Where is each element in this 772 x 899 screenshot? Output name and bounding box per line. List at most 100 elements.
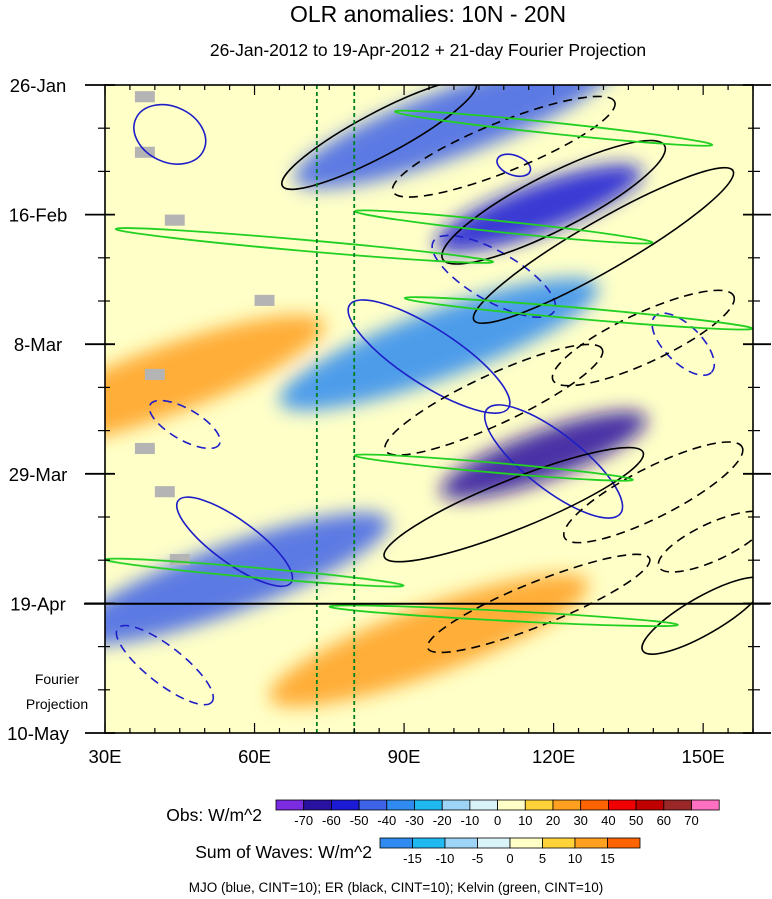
- kelvin-contour: [394, 109, 714, 147]
- obs-colorbar-level: -10: [461, 813, 480, 828]
- mjo-contour: [651, 312, 716, 377]
- obs-colorbar-level: 40: [601, 813, 615, 828]
- kelvin-contour: [114, 227, 494, 264]
- obs-colorbar-swatch: [635, 799, 665, 811]
- obs-colorbar-swatch: [524, 799, 554, 811]
- reference-lines: [315, 85, 356, 733]
- waves-colorbar-level: 15: [600, 851, 614, 866]
- obs-colorbar-level: -60: [322, 813, 341, 828]
- waves-colorbar-swatch: [477, 837, 511, 849]
- anomaly-feature: [440, 411, 648, 500]
- obs-colorbar-swatch: [358, 799, 388, 811]
- obs-colorbar-swatch: [663, 799, 692, 811]
- er-contour: [391, 95, 616, 198]
- mjo-contour: [496, 153, 532, 178]
- waves-colorbar: Sum of Waves: W/m^2 -15 -10 -5 0 5 10 15: [195, 837, 641, 866]
- obs-colorbar-level: 60: [657, 813, 671, 828]
- obs-colorbar-level: 70: [684, 813, 698, 828]
- er-contour: [384, 343, 604, 456]
- legend-caption: MJO (blue, CINT=10); ER (black, CINT=10)…: [189, 880, 604, 895]
- waves-colorbar-swatch: [412, 837, 446, 849]
- waves-colorbar-level: -15: [403, 851, 422, 866]
- obs-colorbar-level: -40: [377, 813, 396, 828]
- waves-colorbar-swatch: [379, 837, 413, 849]
- obs-colorbar-level: 10: [518, 813, 532, 828]
- waves-colorbar-level: 10: [568, 851, 582, 866]
- missing-data-cell: [144, 368, 165, 380]
- missing-data-cell: [154, 486, 175, 498]
- mjo-contour: [133, 103, 207, 165]
- obs-colorbar-level: 30: [573, 813, 587, 828]
- y-tick-label: 8-Mar: [14, 334, 62, 355]
- waves-colorbar-swatch: [607, 837, 641, 849]
- er-contour: [441, 139, 667, 265]
- x-tick-label: 30E: [89, 746, 122, 767]
- missing-data-cells: [134, 91, 275, 566]
- obs-colorbar-swatch: [469, 799, 498, 811]
- obs-colorbar-label: Obs: W/m^2: [166, 805, 262, 825]
- waves-colorbar-level: -10: [436, 851, 455, 866]
- y-tick-label: 16-Feb: [9, 205, 68, 226]
- plot-area: [105, 85, 753, 733]
- missing-data-cell: [164, 214, 185, 226]
- x-tick-label: 150E: [682, 746, 725, 767]
- obs-colorbar-swatch: [441, 799, 471, 811]
- waves-colorbar-level: -5: [472, 851, 484, 866]
- obs-colorbar-swatch: [275, 799, 305, 811]
- kelvin-contour: [353, 453, 634, 482]
- kelvin-contour: [328, 604, 679, 628]
- x-axis: 30E 60E 90E 120E 150E: [89, 85, 754, 767]
- obs-colorbar-swatch: [414, 799, 443, 811]
- obs-colorbar: Obs: W/m^2 -70 -60 -50 -40 -30 -20 -10 0 10 20 30 4…: [166, 799, 720, 828]
- obs-colorbar-swatch: [691, 799, 720, 811]
- mjo-contour: [148, 399, 221, 450]
- anomaly-feature: [105, 315, 325, 448]
- er-contour: [383, 446, 645, 563]
- waves-colorbar-swatch: [444, 837, 478, 849]
- mjo-contour: [175, 496, 294, 588]
- obs-colorbar-level: -50: [350, 813, 369, 828]
- y-tick-label: 19-Apr: [10, 593, 66, 614]
- obs-colorbar-swatch: [608, 799, 637, 811]
- obs-colorbar-swatch: [580, 799, 609, 811]
- obs-colorbar-level: -30: [405, 813, 424, 828]
- x-tick-label: 60E: [238, 746, 271, 767]
- anomaly-feature: [105, 512, 390, 645]
- missing-data-cell: [169, 554, 190, 566]
- obs-colorbar-level: 0: [494, 813, 501, 828]
- mjo-contour: [347, 299, 511, 414]
- obs-colorbar-swatch: [330, 799, 360, 811]
- y-tick-label: 29-Mar: [9, 464, 68, 485]
- obs-colorbar-level: -70: [294, 813, 313, 828]
- anomaly-feature: [279, 278, 599, 411]
- mjo-contour: [431, 234, 557, 319]
- x-tick-label: 120E: [532, 746, 575, 767]
- waves-colorbar-level: 0: [506, 851, 513, 866]
- waves-colorbar-level: 5: [539, 851, 546, 866]
- mjo-contour: [115, 624, 215, 706]
- y-axis: 26-Jan 16-Feb 8-Mar 29-Mar 19-Apr 10-May: [7, 75, 771, 744]
- obs-colorbar-level: 50: [629, 813, 643, 828]
- mjo-contour: [483, 404, 624, 519]
- waves-colorbar-label: Sum of Waves: W/m^2: [195, 842, 372, 862]
- obs-colorbar-level: -20: [433, 813, 452, 828]
- y-tick-label: 26-Jan: [10, 75, 67, 96]
- y-tick-label: 10-May: [7, 723, 69, 744]
- projection-label-line1: Fourier: [35, 671, 80, 687]
- obs-colorbar-swatch: [497, 799, 526, 811]
- wave-contours: [105, 85, 753, 706]
- obs-colorbar-level: 20: [546, 813, 560, 828]
- obs-colorbar-swatch: [303, 799, 332, 811]
- er-contour: [657, 510, 753, 573]
- er-contour: [641, 576, 753, 655]
- chart-subtitle: 26-Jan-2012 to 19-Apr-2012 + 21-day Four…: [210, 40, 646, 60]
- projection-label-line2: Projection: [26, 696, 88, 712]
- er-contour: [472, 166, 735, 325]
- er-contour: [551, 289, 736, 387]
- chart-title: OLR anomalies: 10N - 20N: [290, 1, 566, 27]
- missing-data-cell: [134, 91, 155, 103]
- obs-colorbar-swatch: [552, 799, 582, 811]
- missing-data-cell: [254, 294, 275, 306]
- waves-colorbar-swatch: [509, 837, 543, 849]
